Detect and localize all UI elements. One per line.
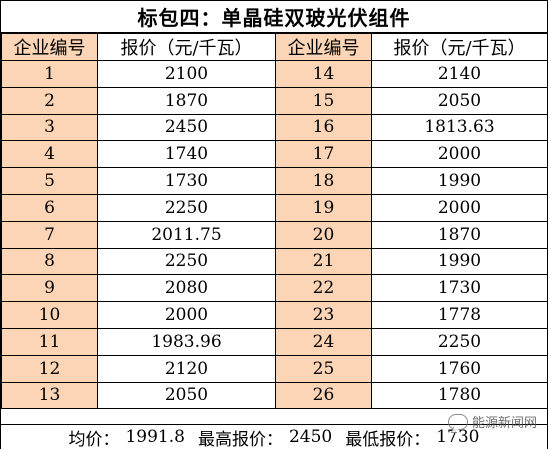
- price-cell: 2100: [97, 60, 276, 88]
- price-cell: 1760: [371, 354, 548, 383]
- company-id-cell: 23: [275, 301, 372, 329]
- header-company-id-left: 企业编号: [1, 33, 98, 61]
- watermark: 能源新闻网: [447, 412, 537, 431]
- price-cell: 1730: [97, 167, 276, 195]
- price-cell: 1813.63: [371, 113, 548, 142]
- table-row: 3 2450 16 1813.63: [1, 113, 548, 142]
- company-id-cell: 18: [275, 167, 372, 195]
- table-header-row: 企业编号 报价（元/千瓦） 企业编号 报价（元/千瓦）: [1, 33, 548, 61]
- company-id-cell: 16: [275, 113, 372, 142]
- company-id-cell: 8: [1, 247, 98, 276]
- table-title: 标包四：单晶硅双玻光伏组件: [1, 1, 547, 33]
- company-id-cell: 15: [275, 86, 372, 115]
- company-id-cell: 25: [275, 354, 372, 383]
- price-table: 企业编号 报价（元/千瓦） 企业编号 报价（元/千瓦） 1 2100 14 2140 2…: [1, 33, 548, 410]
- header-company-id-right: 企业编号: [275, 33, 372, 61]
- price-cell: 1990: [371, 247, 548, 276]
- watermark-text: 能源新闻网: [471, 416, 537, 431]
- company-id-cell: 14: [275, 60, 372, 88]
- company-id-cell: 11: [1, 327, 98, 356]
- table-row: 6 2250 19 2000: [1, 193, 548, 222]
- price-cell: 2000: [371, 193, 548, 222]
- company-id-cell: 24: [275, 327, 372, 356]
- table-row: 12 2120 25 1760: [1, 354, 548, 383]
- avg-label: 均价：: [68, 429, 120, 450]
- price-cell: 2140: [371, 60, 548, 88]
- max-value: 2450: [288, 427, 333, 447]
- price-cell: 1870: [371, 220, 548, 249]
- price-cell: 1780: [371, 381, 548, 410]
- price-cell: 2450: [97, 113, 276, 142]
- price-cell: 2250: [371, 327, 548, 356]
- table-row: 1 2100 14 2140: [1, 60, 548, 88]
- price-cell: 1983.96: [97, 327, 276, 356]
- price-cell: 2080: [97, 274, 276, 303]
- price-cell: 2000: [371, 140, 548, 169]
- header-price-left: 报价（元/千瓦）: [97, 33, 276, 61]
- price-cell: 2050: [97, 381, 276, 410]
- company-id-cell: 22: [275, 274, 372, 303]
- price-cell: 2250: [97, 193, 276, 222]
- table-row: 11 1983.96 24 2250: [1, 327, 548, 356]
- company-id-cell: 12: [1, 354, 98, 383]
- price-cell: 1990: [371, 167, 548, 195]
- price-cell: 2120: [97, 354, 276, 383]
- min-value: 1730: [436, 427, 480, 447]
- company-id-cell: 19: [275, 193, 372, 222]
- chat-bubble-icon: [447, 413, 468, 430]
- company-id-cell: 9: [1, 274, 98, 303]
- company-id-cell: 17: [275, 140, 372, 169]
- price-cell: 2011.75: [97, 220, 276, 249]
- company-id-cell: 20: [275, 220, 372, 249]
- price-cell: 1778: [371, 301, 548, 329]
- table-row: 7 2011.75 20 1870: [1, 220, 548, 249]
- table-row: 13 2050 26 1780: [1, 381, 548, 410]
- table-row: 5 1730 18 1990: [1, 167, 548, 195]
- max-label: 最高报价：: [197, 429, 283, 450]
- table-row: 2 1870 15 2050: [1, 86, 548, 115]
- company-id-cell: 10: [1, 301, 98, 329]
- table-row: 4 1740 17 2000: [1, 140, 548, 169]
- company-id-cell: 26: [275, 381, 372, 410]
- company-id-cell: 1: [1, 60, 98, 88]
- company-id-cell: 6: [1, 193, 98, 222]
- price-cell: 2000: [97, 301, 276, 329]
- company-id-cell: 2: [1, 86, 98, 115]
- table-row: 9 2080 22 1730: [1, 274, 548, 303]
- company-id-cell: 5: [1, 167, 98, 195]
- table-row: 10 2000 23 1778: [1, 301, 548, 329]
- company-id-cell: 3: [1, 113, 98, 142]
- table-row: 8 2250 21 1990: [1, 247, 548, 276]
- price-cell: 2250: [97, 247, 276, 276]
- price-cell: 2050: [371, 86, 548, 115]
- price-cell: 1870: [97, 86, 276, 115]
- price-cell: 1740: [97, 140, 276, 169]
- company-id-cell: 13: [1, 381, 98, 410]
- header-price-right: 报价（元/千瓦）: [371, 33, 548, 61]
- company-id-cell: 7: [1, 220, 98, 249]
- company-id-cell: 4: [1, 140, 98, 169]
- avg-value: 1991.8: [125, 427, 185, 447]
- min-label: 最低报价：: [345, 429, 431, 450]
- price-cell: 1730: [371, 274, 548, 303]
- company-id-cell: 21: [275, 247, 372, 276]
